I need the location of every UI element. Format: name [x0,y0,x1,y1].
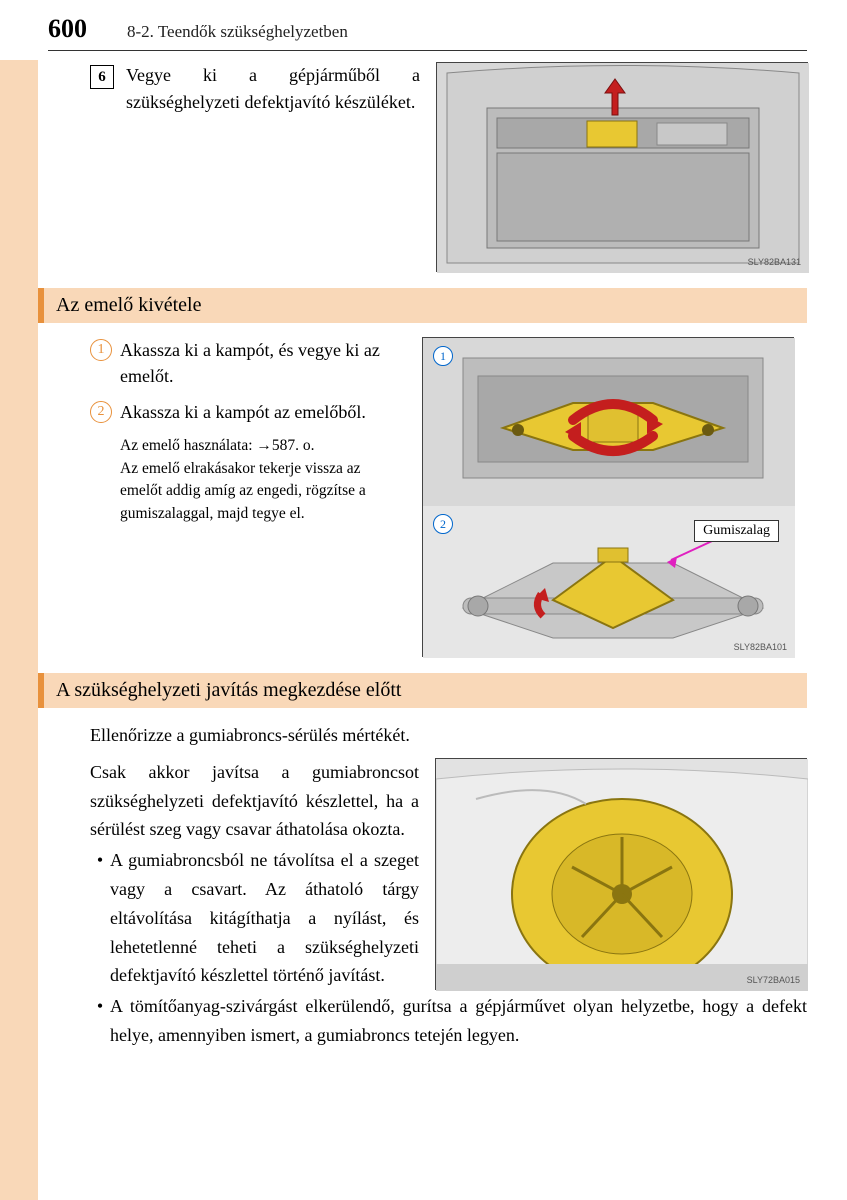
tire-svg [436,759,808,991]
image-marker-1: 1 [433,346,453,366]
section-heading-jack: Az emelő kivétele [38,288,807,323]
section-heading-repair: A szükséghelyzeti javítás megkezdése elő… [38,673,807,708]
jack-step-1-text: Akassza ki a kampót, és vegye ki az emel… [120,337,406,389]
page-number: 600 [48,14,87,44]
jack-step-1: 1 Akassza ki a kampót, és vegye ki az em… [90,337,406,389]
bullet-dot: • [90,992,110,1050]
tire-illustration: SLY72BA015 [435,758,807,990]
illus-code-jack: SLY82BA101 [734,642,787,652]
jack-step-2-text: Akassza ki a kampót az emelőből. [120,399,366,425]
repair-para: Csak akkor javítsa a gumiabroncsot szüks… [90,758,419,844]
side-tab [0,60,38,1200]
bullet-2-text: A tömítőanyag-szivárgást elkerülendő, gu… [110,992,807,1050]
callout-gumiszalag: Gumiszalag [694,520,779,542]
trunk-svg [437,63,809,273]
step-6-row: 6 Vegye ki a gépjárműből a szükséghelyze… [90,62,807,272]
image-marker-2: 2 [433,514,453,534]
page-content: 6 Vegye ki a gépjárműből a szükséghelyze… [90,62,807,1050]
bullet-2: • A tömítőanyag-szivárgást elkerülendő, … [90,992,807,1050]
jack-section-row: 1 Akassza ki a kampót, és vegye ki az em… [90,337,807,657]
jack-svg [423,338,795,658]
bullet-dot: • [90,846,110,990]
jack-step-2: 2 Akassza ki a kampót az emelőből. [90,399,406,425]
repair-row: Csak akkor javítsa a gumiabroncsot szüks… [90,758,807,990]
illus-code-tire: SLY72BA015 [747,975,800,985]
jack-note: Az emelő használata: →587. o. Az emelő e… [120,435,406,525]
bullet-1: • A gumiabroncsból ne távolítsa el a sze… [90,846,419,990]
step-number-box: 6 [90,65,114,89]
bullet-1-text: A gumiabroncsból ne távolítsa el a szege… [110,846,419,990]
section-path: 8-2. Teendők szükséghelyzetben [127,22,348,42]
circled-2: 2 [90,401,112,423]
page-header: 600 8-2. Teendők szükséghelyzetben [48,14,807,51]
repair-intro: Ellenőrizze a gumiabroncs-sérülés mérték… [90,722,807,750]
jack-illustration: 1 2 Gumiszalag SLY82BA101 [422,337,794,657]
trunk-illustration: SLY82BA131 [436,62,808,272]
step-6-text: Vegye ki a gépjárműből a szükséghelyzeti… [126,62,420,116]
illus-code: SLY82BA131 [748,257,801,267]
circled-1: 1 [90,339,112,361]
